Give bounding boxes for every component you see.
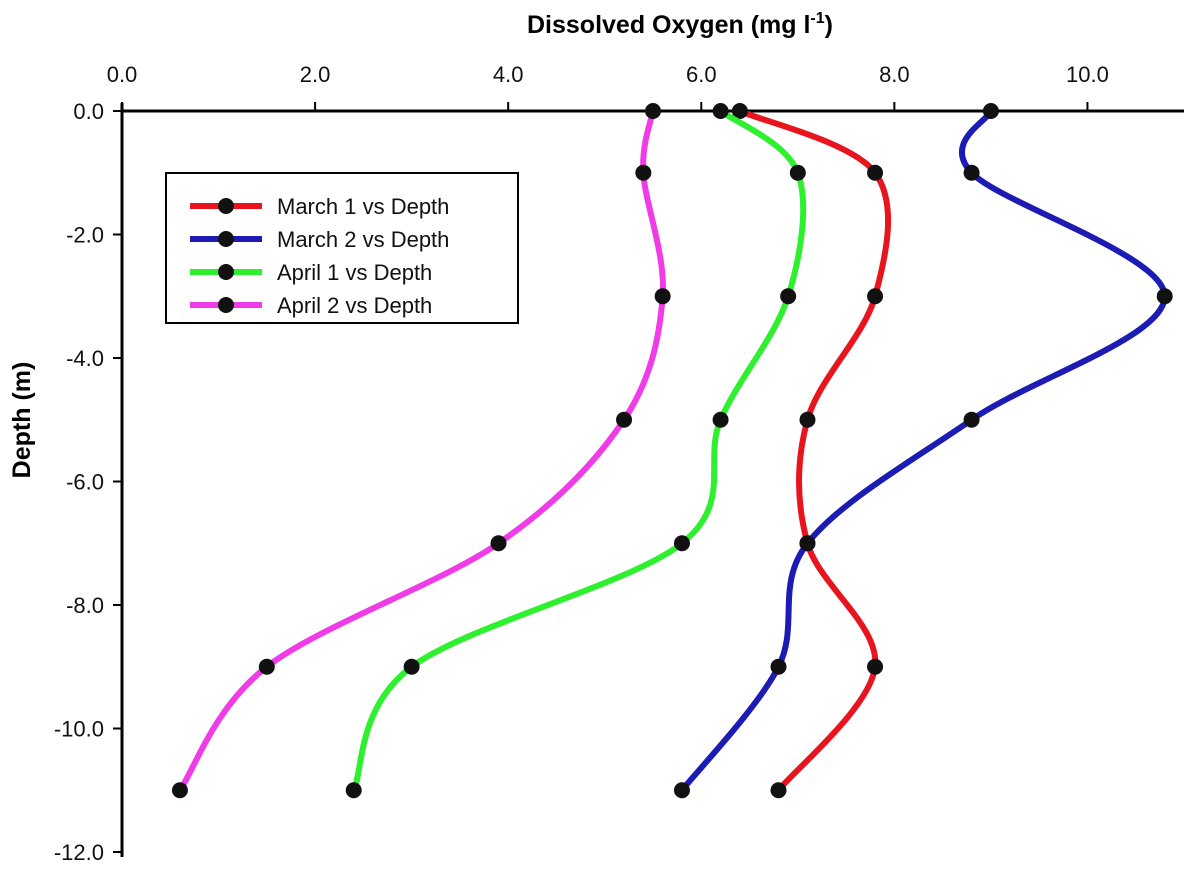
data-point <box>963 411 980 428</box>
y-tick-label: -12.0 <box>54 840 104 865</box>
data-point <box>963 164 980 181</box>
x-tick-label: 6.0 <box>686 62 717 87</box>
series-3 <box>345 103 807 799</box>
data-point <box>645 103 661 119</box>
legend-item: April 1 vs Depth <box>190 260 432 285</box>
data-point <box>258 658 275 675</box>
data-point <box>867 164 884 181</box>
data-point <box>867 658 884 675</box>
x-axis-title: Dissolved Oxygen (mg l-1) <box>527 10 833 39</box>
series-layer <box>171 103 1173 799</box>
y-ticks: 0.0 -2.0 -4.0 -6.0 -8.0 -10.0 -12.0 <box>54 99 122 865</box>
x-ticks: 0.0 2.0 4.0 6.0 8.0 10.0 <box>107 62 1109 111</box>
legend: March 1 vs Depth March 2 vs Depth April 1 … <box>165 172 519 324</box>
data-point <box>789 164 806 181</box>
series-4 <box>171 103 671 799</box>
y-tick-label: 0.0 <box>73 99 104 124</box>
data-point <box>490 535 507 552</box>
series-2 <box>673 103 1173 799</box>
y-tick-label: -4.0 <box>66 346 104 371</box>
data-point <box>799 535 816 552</box>
y-tick-label: -10.0 <box>54 717 104 742</box>
data-point <box>712 411 729 428</box>
data-point <box>770 782 787 799</box>
y-tick-label: -6.0 <box>66 470 104 495</box>
data-point <box>673 782 690 799</box>
legend-marker <box>218 198 234 214</box>
x-tick-label: 0.0 <box>107 62 138 87</box>
x-tick-label: 2.0 <box>300 62 331 87</box>
data-point <box>799 411 816 428</box>
legend-label: April 2 vs Depth <box>277 293 432 318</box>
data-point <box>345 782 362 799</box>
y-tick-label: -8.0 <box>66 593 104 618</box>
data-point <box>731 103 748 119</box>
data-point <box>982 103 999 119</box>
data-point <box>654 288 671 305</box>
legend-label: April 1 vs Depth <box>277 260 432 285</box>
series-1 <box>731 103 892 799</box>
data-point <box>1156 288 1173 305</box>
legend-marker <box>218 264 234 280</box>
legend-marker <box>218 231 234 247</box>
legend-item: March 1 vs Depth <box>190 194 449 219</box>
x-tick-label: 8.0 <box>879 62 910 87</box>
x-tick-label: 4.0 <box>493 62 524 87</box>
x-tick-label: 10.0 <box>1066 62 1109 87</box>
data-point <box>616 411 633 428</box>
data-point <box>712 103 729 119</box>
legend-label: March 1 vs Depth <box>277 194 449 219</box>
data-point <box>403 658 420 675</box>
data-point <box>770 658 787 675</box>
legend-label: March 2 vs Depth <box>277 227 449 252</box>
data-point <box>867 288 884 305</box>
data-point <box>171 782 188 799</box>
legend-marker <box>218 297 234 313</box>
data-point <box>673 535 690 552</box>
legend-item: March 2 vs Depth <box>190 227 449 252</box>
data-point <box>780 288 797 305</box>
y-tick-label: -2.0 <box>66 223 104 248</box>
series-line <box>679 108 1168 794</box>
y-axis-title: Depth (m) <box>8 362 36 479</box>
legend-item: April 2 vs Depth <box>190 293 432 318</box>
data-point <box>635 164 652 181</box>
